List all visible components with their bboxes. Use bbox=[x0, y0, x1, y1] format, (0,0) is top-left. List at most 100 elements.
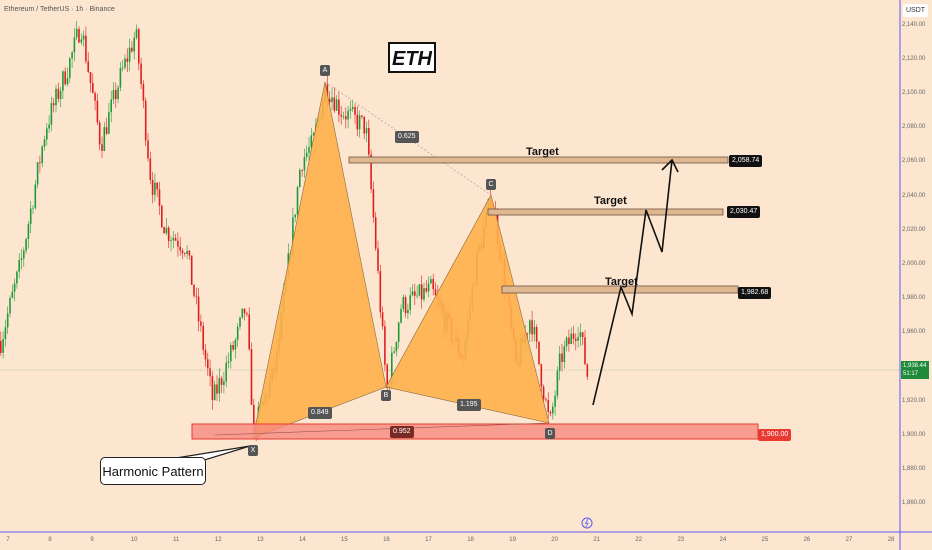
candle-body bbox=[126, 58, 129, 62]
support-price: 1,900.00 bbox=[758, 429, 792, 441]
candle-body bbox=[75, 28, 78, 38]
target-label-2: Target bbox=[594, 195, 627, 207]
candle-body bbox=[411, 291, 414, 296]
price-tick: 1,860.00 bbox=[902, 500, 926, 507]
candle-body bbox=[554, 395, 556, 407]
candle-body bbox=[170, 240, 172, 242]
candle-body bbox=[345, 116, 347, 120]
candle-body bbox=[349, 109, 352, 111]
candle-body bbox=[32, 207, 34, 209]
lightning-icon[interactable] bbox=[581, 517, 593, 529]
candle-body bbox=[151, 179, 154, 195]
candle-body bbox=[27, 224, 30, 240]
time-tick: 16 bbox=[383, 537, 390, 543]
candle-body bbox=[434, 289, 437, 296]
candle-body bbox=[85, 35, 87, 62]
candle-body bbox=[377, 248, 379, 272]
candle-body bbox=[374, 217, 377, 249]
harmonic-pattern-callout[interactable]: Harmonic Pattern bbox=[100, 457, 206, 485]
target-price-1: 2,058.74 bbox=[729, 155, 763, 167]
time-tick: 8 bbox=[48, 537, 52, 543]
point-d: D bbox=[545, 428, 555, 439]
candle-body bbox=[351, 106, 354, 110]
candle-body bbox=[128, 47, 131, 62]
candle-body bbox=[365, 128, 368, 134]
candle-body bbox=[18, 260, 20, 272]
candle-body bbox=[340, 114, 342, 117]
candle-body bbox=[526, 333, 529, 335]
candle-body bbox=[117, 87, 119, 100]
price-tick: 2,080.00 bbox=[902, 124, 926, 131]
candle-body bbox=[62, 71, 64, 91]
arrowhead-icon bbox=[661, 158, 679, 173]
candle-body bbox=[98, 122, 101, 145]
target-zone-2[interactable] bbox=[487, 208, 724, 216]
candle-body bbox=[418, 284, 421, 296]
candle-body bbox=[241, 308, 244, 318]
candle-body bbox=[296, 187, 299, 215]
candle-body bbox=[423, 288, 425, 300]
candle-body bbox=[57, 88, 60, 99]
candle-body bbox=[535, 327, 538, 342]
candle-body bbox=[209, 368, 211, 377]
candle-body bbox=[416, 295, 418, 297]
candle-body bbox=[395, 341, 398, 352]
candle-body bbox=[207, 359, 209, 369]
projected-path-arrow[interactable] bbox=[592, 159, 673, 406]
target-zone-1[interactable] bbox=[348, 156, 729, 164]
candle-body bbox=[64, 71, 66, 85]
candle-body bbox=[186, 250, 188, 254]
time-tick: 28 bbox=[887, 537, 895, 543]
candle-body bbox=[312, 133, 315, 136]
candle-body bbox=[363, 116, 365, 134]
currency-label[interactable]: USDT bbox=[903, 4, 928, 17]
lightning-bolt-glyph bbox=[584, 518, 589, 528]
candle-body bbox=[356, 114, 359, 130]
candle-body bbox=[579, 332, 582, 337]
candle-body bbox=[29, 208, 32, 225]
price-tick: 2,140.00 bbox=[902, 21, 926, 28]
candle-body bbox=[46, 128, 48, 140]
support-zone[interactable] bbox=[191, 423, 759, 440]
candle-body bbox=[59, 90, 62, 99]
candle-body bbox=[0, 340, 2, 353]
time-tick: 10 bbox=[130, 537, 138, 543]
candle-body bbox=[384, 326, 386, 365]
candle-body bbox=[381, 312, 384, 327]
candle-body bbox=[105, 127, 108, 134]
candle-body bbox=[92, 82, 94, 94]
candle-body bbox=[213, 384, 216, 401]
candle-body bbox=[167, 227, 170, 242]
price-tick: 1,880.00 bbox=[902, 466, 926, 473]
xd-line bbox=[214, 422, 550, 436]
candle-body bbox=[9, 297, 11, 314]
candle-body bbox=[331, 97, 333, 103]
time-tick: 12 bbox=[214, 537, 222, 543]
target-label-3: Target bbox=[605, 276, 638, 288]
candle-body bbox=[36, 162, 39, 185]
candle-body bbox=[69, 58, 71, 78]
candle-body bbox=[23, 250, 25, 259]
price-tick: 1,960.00 bbox=[902, 329, 926, 336]
time-tick: 15 bbox=[341, 537, 348, 543]
target-label-1: Target bbox=[526, 146, 559, 158]
candle-body bbox=[144, 100, 147, 141]
candle-body bbox=[20, 258, 23, 261]
candle-body bbox=[13, 283, 16, 292]
candle-body bbox=[216, 384, 218, 394]
candle-body bbox=[174, 238, 177, 241]
candle-body bbox=[124, 58, 126, 68]
time-tick: 18 bbox=[467, 537, 474, 543]
candle-body bbox=[354, 106, 356, 115]
candle-body bbox=[386, 364, 388, 389]
candle-body bbox=[234, 339, 237, 350]
candle-body bbox=[430, 279, 432, 284]
candle-body bbox=[101, 144, 103, 151]
candle-body bbox=[549, 411, 552, 414]
eth-title-box[interactable]: ETH bbox=[388, 42, 436, 73]
candle-body bbox=[133, 37, 135, 52]
candle-body bbox=[172, 238, 175, 241]
candle-body bbox=[308, 147, 310, 153]
candle-body bbox=[197, 296, 200, 322]
